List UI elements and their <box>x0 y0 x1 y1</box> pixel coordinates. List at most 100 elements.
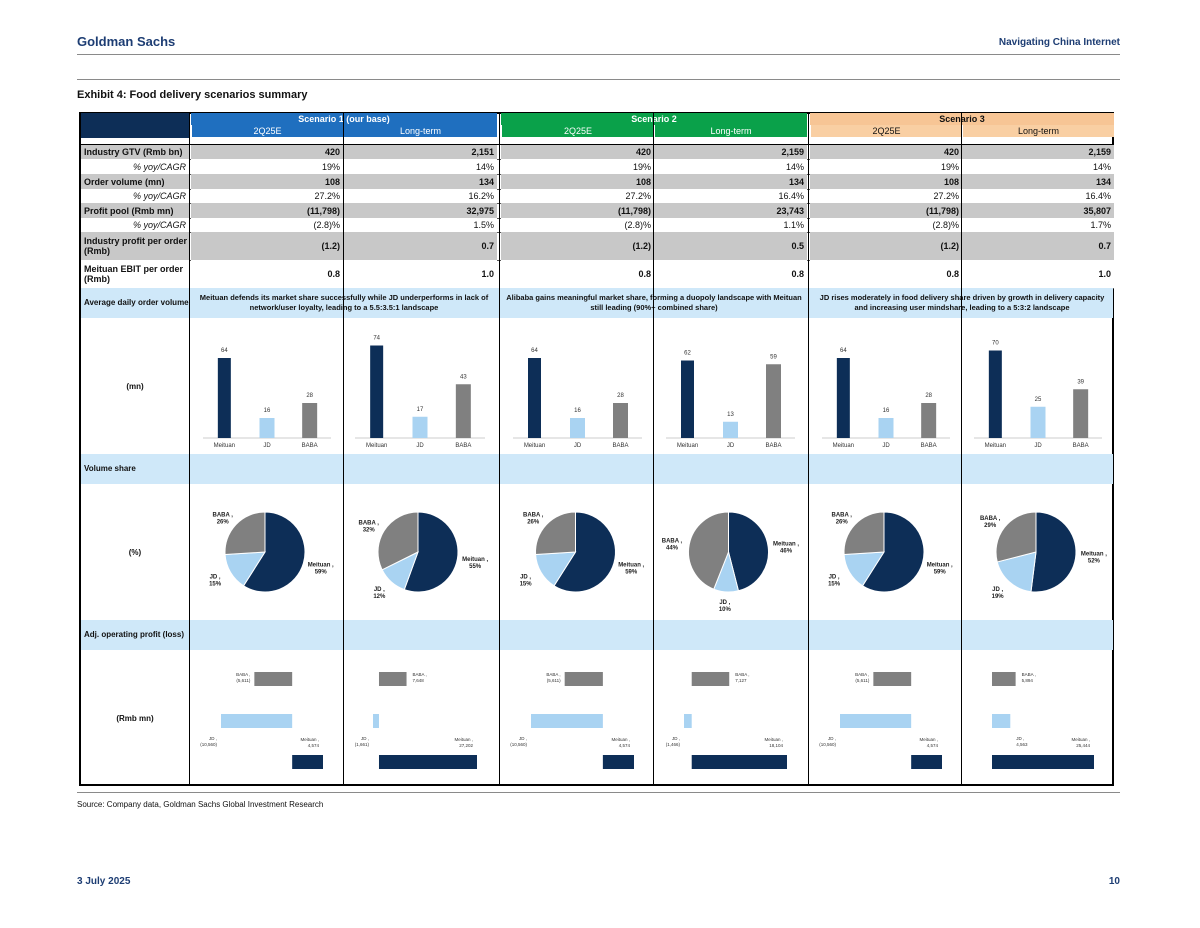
row-divider-top <box>81 144 1114 145</box>
bar-value-label: 64 <box>840 348 847 354</box>
column-header: 2Q25E <box>191 125 343 137</box>
row-label: Industry profit per order (Rmb) <box>81 232 189 260</box>
row-value: 0.8 <box>654 260 807 288</box>
operating-profit-chart: BABA , 7,127 JD , (1,466) Meituan , 18,104 <box>666 672 787 769</box>
bar-category-label: BABA <box>455 443 471 449</box>
bar-jd <box>412 416 428 438</box>
row-value: 108 <box>501 174 654 189</box>
section-label: Adj. operating profit (loss) <box>84 630 184 639</box>
row-value: 0.7 <box>962 232 1114 260</box>
bar-category-label: JD <box>1034 443 1042 449</box>
bar-value-label: 28 <box>925 393 932 399</box>
column-divider <box>653 113 654 785</box>
profit-bar-jd <box>373 714 379 728</box>
row-value: 14% <box>343 159 497 174</box>
bar-value-label: 62 <box>684 351 691 357</box>
profit-bar-baba <box>254 672 293 686</box>
operating-profit-chart: BABA , (5,611) JD , (10,560) Meituan , 4,574 <box>200 672 323 769</box>
column-header: 2Q25E <box>501 125 654 137</box>
row-value: 16.2% <box>343 189 497 203</box>
bar-category-label: Meituan <box>524 443 545 449</box>
row-value: 14% <box>962 159 1114 174</box>
pie-slice-baba <box>377 511 419 571</box>
bar-meituan <box>836 358 850 438</box>
row-value: 19% <box>501 159 654 174</box>
bar-value-label: 70 <box>992 341 999 347</box>
bar-category-label: JD <box>416 443 424 449</box>
report-date: 3 July 2025 <box>77 876 131 887</box>
pie-slice-meituan <box>861 511 925 593</box>
bar-jd <box>259 418 275 438</box>
bar-value-label: 28 <box>617 393 624 399</box>
profit-bar-label: JD , (10,560) <box>819 736 836 747</box>
row-label: % yoy/CAGR <box>81 189 189 203</box>
pie-slice-meituan <box>242 511 306 593</box>
row-label: Meituan EBIT per order (Rmb) <box>81 260 189 288</box>
row-value: 16.4% <box>962 189 1114 203</box>
pie-slice-label: BABA , 29% <box>980 516 1001 529</box>
row-value: (1.2) <box>191 232 343 260</box>
bar-category-label: BABA <box>765 443 781 449</box>
pie-slice-label: Meituan , 52% <box>1081 551 1107 564</box>
profit-bar-label: JD , (1,466) <box>666 736 681 747</box>
scenario-header: Scenario 3 <box>810 113 1114 125</box>
row-label: Industry GTV (Rmb bn) <box>81 145 189 159</box>
bar-value-label: 17 <box>417 407 424 413</box>
pie-slice-label: JD , 15% <box>520 574 533 587</box>
pie-slice-label: BABA , 44% <box>662 538 683 551</box>
profit-bar-meituan <box>292 755 323 769</box>
scenario-description: Alibaba gains meaningful market share, f… <box>506 293 802 312</box>
bar-value-label: 28 <box>306 393 313 399</box>
profit-bar-meituan <box>992 755 1094 769</box>
row-value: 108 <box>191 174 343 189</box>
row-value: 108 <box>810 174 962 189</box>
bar-value-label: 64 <box>531 348 538 354</box>
column-divider <box>499 113 500 785</box>
bar-category-label: BABA <box>1073 443 1089 449</box>
bar-meituan <box>370 345 384 438</box>
row-value: 134 <box>654 174 807 189</box>
pie-slice-label: Meituan , 59% <box>308 563 334 576</box>
bar-jd <box>723 421 738 438</box>
row-value: 27.2% <box>501 189 654 203</box>
order-volume-chart: 74 Meituan 17 JD 43 BABA <box>355 336 485 449</box>
bar-value-label: 25 <box>1035 397 1042 403</box>
source-rule <box>77 792 1120 793</box>
volume-share-pie: Meituan , 52% JD , 19% BABA , 29% <box>980 511 1107 600</box>
pie-slice-label: Meituan , 55% <box>462 557 488 570</box>
bar-baba <box>1073 389 1089 438</box>
profit-bar-label: Meituan , 4,574 <box>611 737 630 748</box>
pie-slice-meituan <box>1030 511 1077 593</box>
pie-slice-label: JD , 15% <box>828 574 841 587</box>
bar-value-label: 13 <box>727 412 734 418</box>
row-value: 23,743 <box>654 203 807 218</box>
pie-slice-label: Meituan , 59% <box>927 563 953 576</box>
profit-bar-label: Meituan , 25,444 <box>1071 737 1090 748</box>
source-note: Source: Company data, Goldman Sachs Glob… <box>77 800 324 809</box>
profit-bar-meituan <box>378 755 477 769</box>
profit-bar-baba <box>564 672 603 686</box>
profit-bar-jd <box>221 714 293 728</box>
order-volume-chart: 70 Meituan 25 JD 39 BABA <box>974 341 1102 449</box>
row-value: 19% <box>810 159 962 174</box>
profit-bar-baba <box>992 672 1016 686</box>
profit-bar-jd <box>684 714 692 728</box>
bar-category-label: JD <box>574 443 582 449</box>
volume-share-pie: Meituan , 59% JD , 15% BABA , 26% <box>520 511 645 593</box>
row-value: 1.5% <box>343 218 497 232</box>
header-rule <box>77 54 1120 55</box>
row-value: 35,807 <box>962 203 1114 218</box>
pie-slice-label: JD , 15% <box>209 574 222 587</box>
profit-bar-meituan <box>691 755 787 769</box>
column-header: Long-term <box>962 125 1114 137</box>
column-divider <box>189 113 190 785</box>
row-value: 27.2% <box>191 189 343 203</box>
column-divider <box>343 113 344 785</box>
profit-bar-meituan <box>602 755 634 769</box>
row-value: 2,159 <box>654 145 807 159</box>
row-value: 2,151 <box>343 145 497 159</box>
section-band <box>81 288 1113 318</box>
bar-category-label: Meituan <box>677 443 698 449</box>
row-label: % yoy/CAGR <box>81 159 189 174</box>
axis-unit-label: (%) <box>128 547 142 557</box>
